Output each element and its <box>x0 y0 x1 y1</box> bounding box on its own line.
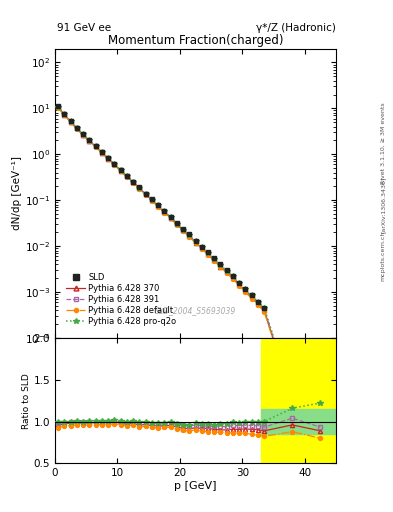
SLD <box>193 238 198 244</box>
SLD <box>255 298 260 305</box>
SLD <box>118 167 123 173</box>
SLD <box>87 137 92 143</box>
SLD <box>131 179 136 185</box>
SLD <box>168 214 173 220</box>
SLD <box>181 226 185 232</box>
SLD <box>75 125 79 131</box>
SLD <box>56 103 61 110</box>
SLD <box>143 190 148 197</box>
SLD <box>81 132 86 138</box>
SLD <box>125 173 129 179</box>
SLD <box>62 111 67 117</box>
Text: γ*/Z (Hadronic): γ*/Z (Hadronic) <box>256 23 336 33</box>
SLD <box>187 231 192 238</box>
SLD <box>318 397 323 403</box>
SLD <box>199 244 204 250</box>
SLD <box>262 305 266 311</box>
Title: Momentum Fraction(charged): Momentum Fraction(charged) <box>108 34 283 48</box>
SLD <box>243 286 248 292</box>
Bar <box>261 409 336 434</box>
Y-axis label: dN/dp [GeV⁻¹]: dN/dp [GeV⁻¹] <box>12 156 22 230</box>
SLD <box>250 292 254 298</box>
SLD <box>137 184 142 190</box>
SLD <box>174 220 179 226</box>
Text: 91 GeV ee: 91 GeV ee <box>57 23 111 33</box>
Line: SLD: SLD <box>56 104 323 402</box>
Text: SLD_2004_S5693039: SLD_2004_S5693039 <box>155 306 236 315</box>
SLD <box>93 143 98 150</box>
SLD <box>162 208 167 214</box>
Text: Rivet 3.1.10, ≥ 3M events: Rivet 3.1.10, ≥ 3M events <box>381 102 386 184</box>
Text: [arXiv:1306.3436]: [arXiv:1306.3436] <box>381 177 386 233</box>
SLD <box>224 267 229 273</box>
SLD <box>237 280 242 286</box>
Y-axis label: Ratio to SLD: Ratio to SLD <box>22 373 31 429</box>
SLD <box>218 261 223 267</box>
SLD <box>231 273 235 280</box>
Legend: SLD, Pythia 6.428 370, Pythia 6.428 391, Pythia 6.428 default, Pythia 6.428 pro-: SLD, Pythia 6.428 370, Pythia 6.428 391,… <box>65 271 178 328</box>
SLD <box>149 196 154 202</box>
SLD <box>156 202 160 208</box>
Bar <box>261 338 336 463</box>
SLD <box>206 249 210 255</box>
Text: mcplots.cern.ch: mcplots.cern.ch <box>381 231 386 281</box>
SLD <box>68 118 73 124</box>
SLD <box>212 255 217 262</box>
SLD <box>112 161 117 167</box>
SLD <box>99 150 104 156</box>
X-axis label: p [GeV]: p [GeV] <box>174 481 217 491</box>
SLD <box>106 155 110 161</box>
SLD <box>290 395 295 401</box>
